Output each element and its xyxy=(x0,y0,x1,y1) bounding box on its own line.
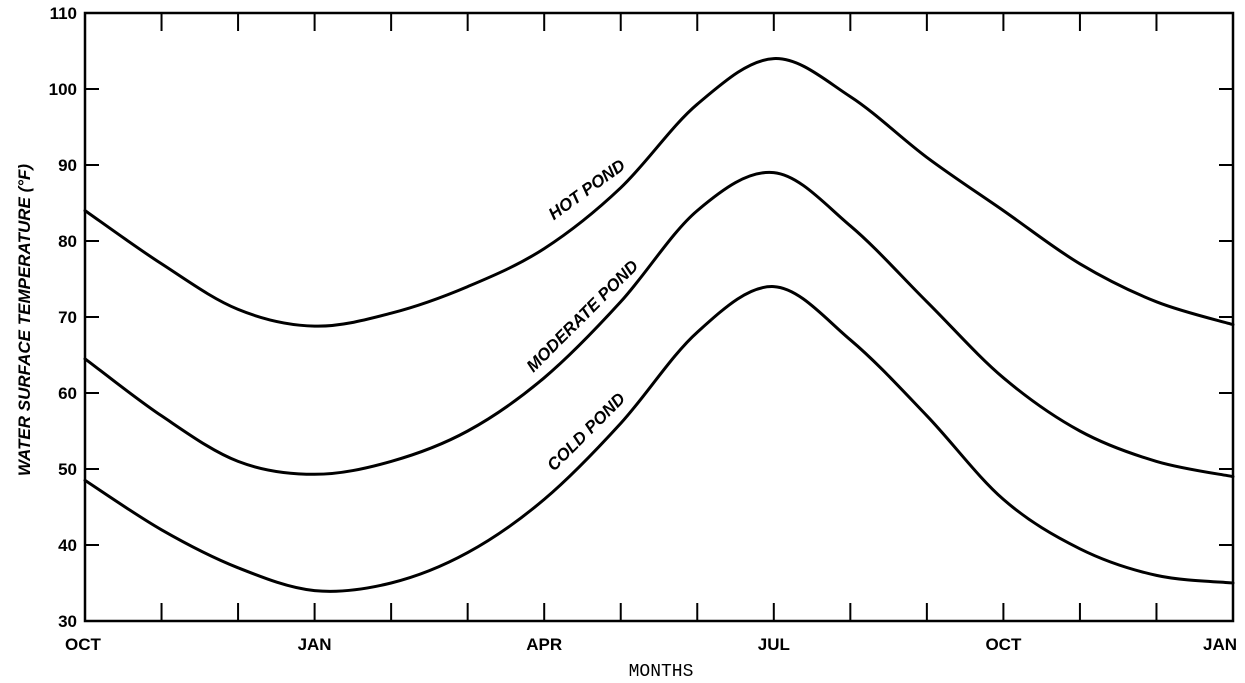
y-tick-label: 80 xyxy=(58,232,77,251)
x-tick-label: APR xyxy=(526,635,562,654)
series-line-cold-pond xyxy=(83,285,1235,593)
y-tick-label: 60 xyxy=(58,384,77,403)
series-label-moderate-pond: MODERATE POND xyxy=(523,256,642,375)
x-tick-label: JUL xyxy=(758,635,790,654)
y-tick-label: 40 xyxy=(58,536,77,555)
series-lines xyxy=(83,57,1235,593)
y-tick-label: 110 xyxy=(50,4,77,23)
x-tick-label: OCT xyxy=(985,635,1022,654)
y-axis-ticks: 30 40 50 60 70 80 90 100 110 xyxy=(49,4,1233,631)
y-tick-label: 90 xyxy=(58,156,77,175)
series-line-moderate-pond xyxy=(83,170,1235,479)
y-tick-label: 70 xyxy=(58,308,77,327)
x-tick-label: JAN xyxy=(298,635,332,654)
x-tick-label: OCT xyxy=(65,635,102,654)
y-tick-label: 100 xyxy=(49,80,77,99)
y-axis-title: WATER SURFACE TEMPERATURE (°F) xyxy=(15,164,34,476)
x-tick-label: JAN xyxy=(1203,635,1237,654)
x-axis-title: MONTHS xyxy=(629,662,694,682)
y-tick-label: 50 xyxy=(58,460,77,479)
series-line-hot-pond xyxy=(83,57,1235,328)
y-tick-label: 30 xyxy=(58,612,77,631)
x-axis-ticks: OCT JAN APR JUL OCT JAN xyxy=(65,13,1237,654)
series-label-hot-pond: HOT POND xyxy=(545,156,629,224)
